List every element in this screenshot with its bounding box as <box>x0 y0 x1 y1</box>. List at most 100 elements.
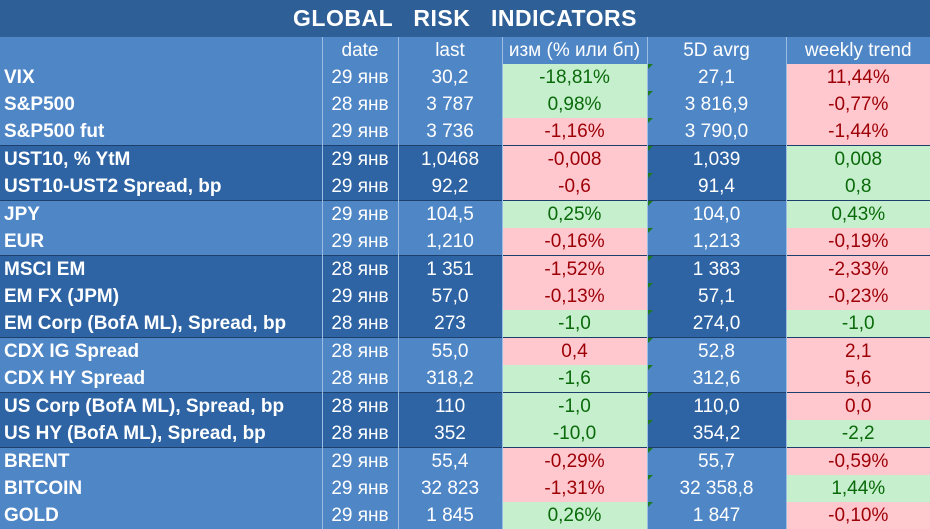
last-value-cell: 352 <box>397 420 502 448</box>
table-row: US HY (BofA ML), Spread, bp 28 янв 352 -10,… <box>0 420 930 448</box>
weekly-trend-cell: 2,1 <box>785 337 930 365</box>
indicator-name: UST10, % YtM <box>0 145 322 173</box>
last-value-cell: 55,4 <box>397 447 502 475</box>
indicator-name: GOLD <box>0 502 322 529</box>
weekly-trend-cell: -2,33% <box>785 255 930 283</box>
weekly-trend-cell: 1,44% <box>785 475 930 502</box>
indicator-name: US HY (BofA ML), Spread, bp <box>0 420 322 448</box>
weekly-trend-cell: 0,43% <box>785 200 930 228</box>
five-day-average-cell: 27,1 <box>646 64 786 91</box>
change-cell: -0,008 <box>501 145 647 173</box>
date-cell: 29 янв <box>321 118 398 146</box>
indicator-name: BITCOIN <box>0 475 322 502</box>
weekly-trend-cell: -1,0 <box>785 310 930 338</box>
last-value-cell: 32 823 <box>397 475 502 502</box>
five-day-average-cell: 354,2 <box>646 420 786 448</box>
table-row: MSCI EM 28 янв 1 351 -1,52% 1 383 -2,33% <box>0 255 930 283</box>
table-row: UST10, % YtM 29 янв 1,0468 -0,008 1,039 0,008 <box>0 145 930 173</box>
date-cell: 29 янв <box>321 200 398 228</box>
header-indicator <box>0 37 322 64</box>
five-day-average-cell: 32 358,8 <box>646 475 786 502</box>
date-cell: 28 янв <box>321 337 398 365</box>
table-row: S&P500 28 янв 3 787 0,98% 3 816,9 -0,77% <box>0 91 930 118</box>
indicator-name: S&P500 fut <box>0 118 322 146</box>
last-value-cell: 1 351 <box>397 255 502 283</box>
table-row: VIX 29 янв 30,2 -18,81% 27,1 11,44% <box>0 64 930 91</box>
weekly-trend-cell: -0,19% <box>785 228 930 256</box>
weekly-trend-cell: -0,23% <box>785 283 930 310</box>
last-value-cell: 1,210 <box>397 228 502 256</box>
date-cell: 28 янв <box>321 91 398 118</box>
table-row: UST10-UST2 Spread, bp 29 янв 92,2 -0,6 91,4 0… <box>0 173 930 201</box>
table-row: GOLD 29 янв 1 845 0,26% 1 847 -0,10% <box>0 502 930 529</box>
five-day-average-cell: 274,0 <box>646 310 786 338</box>
date-cell: 28 янв <box>321 310 398 338</box>
five-day-average-cell: 91,4 <box>646 173 786 201</box>
five-day-average-cell: 3 816,9 <box>646 91 786 118</box>
five-day-average-cell: 110,0 <box>646 392 786 420</box>
change-cell: 0,26% <box>501 502 647 529</box>
weekly-trend-cell: -0,10% <box>785 502 930 529</box>
date-cell: 28 янв <box>321 365 398 393</box>
last-value-cell: 55,0 <box>397 337 502 365</box>
indicator-name: MSCI EM <box>0 255 322 283</box>
last-value-cell: 318,2 <box>397 365 502 393</box>
date-cell: 29 янв <box>321 145 398 173</box>
change-cell: -10,0 <box>501 420 647 448</box>
table-row: S&P500 fut 29 янв 3 736 -1,16% 3 790,0 -1,44% <box>0 118 930 146</box>
change-cell: -0,6 <box>501 173 647 201</box>
weekly-trend-cell: 0,8 <box>785 173 930 201</box>
date-cell: 28 янв <box>321 420 398 448</box>
table-row: BITCOIN 29 янв 32 823 -1,31% 32 358,8 1,44% <box>0 475 930 502</box>
indicator-name: UST10-UST2 Spread, bp <box>0 173 322 201</box>
header-5d-average: 5D avrg <box>646 37 786 64</box>
header-date: date <box>321 37 398 64</box>
last-value-cell: 1,0468 <box>397 145 502 173</box>
last-value-cell: 3 787 <box>397 91 502 118</box>
change-cell: -1,0 <box>501 392 647 420</box>
change-cell: -1,6 <box>501 365 647 393</box>
five-day-average-cell: 312,6 <box>646 365 786 393</box>
date-cell: 29 янв <box>321 64 398 91</box>
weekly-trend-cell: 11,44% <box>785 64 930 91</box>
date-cell: 28 янв <box>321 255 398 283</box>
last-value-cell: 273 <box>397 310 502 338</box>
weekly-trend-cell: -0,77% <box>785 91 930 118</box>
change-cell: 0,25% <box>501 200 647 228</box>
table-row: BRENT 29 янв 55,4 -0,29% 55,7 -0,59% <box>0 447 930 475</box>
last-value-cell: 1 845 <box>397 502 502 529</box>
indicator-name: EM Corp (BofA ML), Spread, bp <box>0 310 322 338</box>
date-cell: 29 янв <box>321 173 398 201</box>
last-value-cell: 3 736 <box>397 118 502 146</box>
change-cell: -1,52% <box>501 255 647 283</box>
header-weekly-trend: weekly trend <box>785 37 930 64</box>
last-value-cell: 110 <box>397 392 502 420</box>
change-cell: -18,81% <box>501 64 647 91</box>
date-cell: 28 янв <box>321 392 398 420</box>
date-cell: 29 янв <box>321 447 398 475</box>
five-day-average-cell: 1 847 <box>646 502 786 529</box>
indicator-name: EUR <box>0 228 322 256</box>
date-cell: 29 янв <box>321 283 398 310</box>
table-row: JPY 29 янв 104,5 0,25% 104,0 0,43% <box>0 200 930 228</box>
change-cell: -1,31% <box>501 475 647 502</box>
date-cell: 29 янв <box>321 502 398 529</box>
change-cell: 0,4 <box>501 337 647 365</box>
date-cell: 29 янв <box>321 475 398 502</box>
weekly-trend-cell: 5,6 <box>785 365 930 393</box>
change-cell: -1,0 <box>501 310 647 338</box>
five-day-average-cell: 1,213 <box>646 228 786 256</box>
weekly-trend-cell: -2,2 <box>785 420 930 448</box>
last-value-cell: 30,2 <box>397 64 502 91</box>
table-row: EM FX (JPM) 29 янв 57,0 -0,13% 57,1 -0,23% <box>0 283 930 310</box>
indicator-name: BRENT <box>0 447 322 475</box>
header-last: last <box>397 37 502 64</box>
five-day-average-cell: 104,0 <box>646 200 786 228</box>
last-value-cell: 57,0 <box>397 283 502 310</box>
indicators-table: date last изм (% или бп) 5D avrg weekly tren… <box>0 37 930 529</box>
five-day-average-cell: 3 790,0 <box>646 118 786 146</box>
header-row: date last изм (% или бп) 5D avrg weekly tren… <box>0 37 930 64</box>
last-value-cell: 92,2 <box>397 173 502 201</box>
table-title: GLOBAL RISK INDICATORS <box>0 0 930 37</box>
